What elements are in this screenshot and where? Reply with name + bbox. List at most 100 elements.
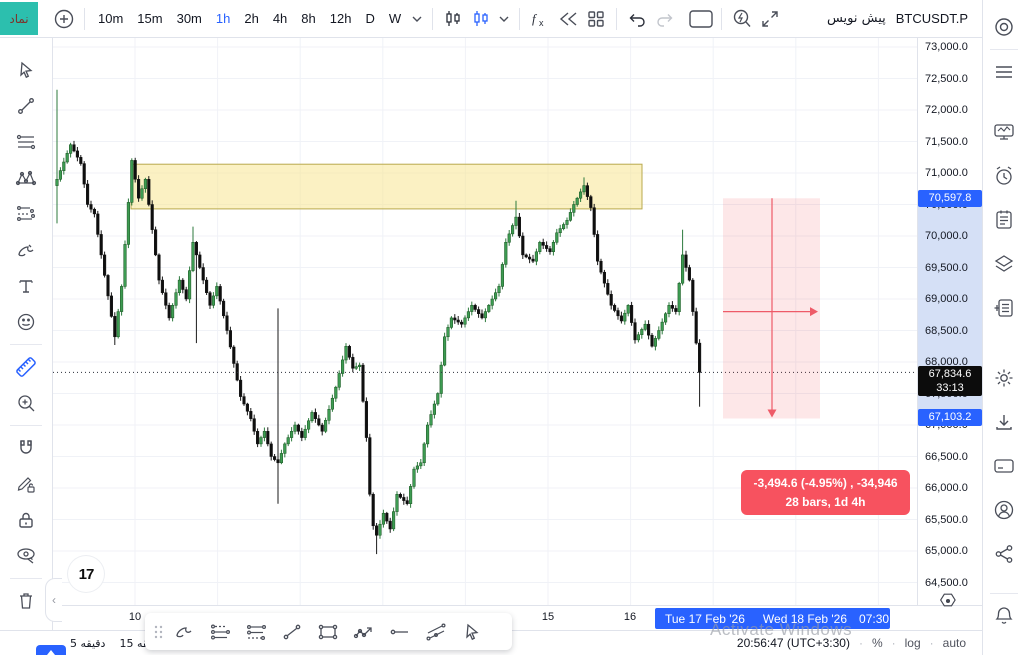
ruler-icon-active[interactable] [9,350,43,384]
fib-channel-icon[interactable] [203,617,237,647]
zoom-in-icon[interactable] [9,386,43,420]
replay-rewind-icon[interactable] [554,5,582,33]
magnet-icon[interactable] [9,431,43,465]
tf-15m[interactable]: 15m [137,10,163,26]
redo-icon[interactable] [651,5,679,33]
prediction-measure-icon[interactable] [9,197,43,231]
price-tick: 65,500.0 [925,513,968,526]
symbol-search-tab[interactable]: نماد [0,2,38,35]
time-tick: 15 [541,611,555,623]
menu-icon[interactable] [987,55,1021,89]
price-tick: 68,000.0 [925,356,968,368]
watchlist-eye-icon[interactable] [987,10,1021,44]
hide-all-icon[interactable] [9,539,43,573]
fib-retracement-icon[interactable] [9,125,43,159]
hollow-candles-icon[interactable] [467,5,495,33]
candles-icon[interactable] [439,5,467,33]
tf-2h[interactable]: 2h [244,10,259,26]
tf-30m[interactable]: 30m [176,10,202,26]
cursor-icon[interactable] [455,617,489,647]
divider [989,593,1018,594]
disjoint-channel-icon[interactable] [419,617,453,647]
journal-add-icon[interactable] [987,291,1021,325]
drawing-mode-lock-icon[interactable] [9,467,43,501]
horizontal-ray-icon[interactable] [383,617,417,647]
dot-sep: · [929,636,934,650]
plus-circle-icon[interactable] [50,5,78,33]
interval-chevron-icon[interactable] [408,5,426,33]
divider [10,578,42,579]
text-tool-icon[interactable] [9,269,43,303]
time-tick: 16 [623,611,637,623]
tf-8h[interactable]: 8h [301,10,316,26]
lock-all-icon[interactable] [9,503,43,537]
auto-scale-toggle[interactable]: auto [942,636,966,650]
rectangle-tool-icon[interactable] [687,5,715,33]
chart-pane[interactable]: -3,494.6 (-4.95%) , -34,946 28 bars, 1d … [53,38,917,605]
object-tree-layers-icon[interactable] [987,247,1021,281]
rectangle-icon[interactable] [311,617,345,647]
notifications-bell-icon[interactable] [987,599,1021,633]
undo-icon[interactable] [623,5,651,33]
measure-bars: 28 bars, 1d 4h [785,494,866,509]
parallel-lines-icon[interactable] [239,617,273,647]
price-tick: 69,500.0 [925,261,968,274]
style-chevron-icon[interactable] [495,5,513,33]
price-tick: 70,000.0 [925,230,968,242]
price-tick: 72,000.0 [925,104,968,116]
alert-clock-icon[interactable] [987,159,1021,193]
tf-10m[interactable]: 10m [98,10,124,26]
payments-card-icon[interactable] [987,449,1021,483]
download-icon[interactable] [987,405,1021,439]
price-tick: 66,000.0 [925,482,968,494]
publish-button[interactable] [36,645,66,655]
chart-canvas[interactable] [53,38,917,605]
brush-icon[interactable] [9,233,43,267]
log-scale-toggle[interactable]: log [904,636,921,650]
toolbar-collapse-handle[interactable]: ‹ [45,578,62,622]
layout-grid-icon[interactable] [582,5,610,33]
cursor-icon[interactable] [9,53,43,87]
tf-W[interactable]: W [388,10,402,26]
divider [519,7,521,30]
trend-line-icon[interactable] [275,617,309,647]
supply-zone [130,163,643,210]
emoji-icon[interactable] [9,305,43,339]
settings-gear-icon[interactable] [987,361,1021,395]
time-tick: 10 [128,611,142,623]
tf-4h[interactable]: 4h [272,10,288,26]
measure-from-price-label: 70,597.8 [918,190,982,208]
notes-icon[interactable] [987,203,1021,237]
screener-monitor-icon[interactable] [987,115,1021,149]
magnifier-flash-icon[interactable] [728,5,756,33]
divider [84,7,85,30]
xabcd-pattern-icon[interactable] [9,161,43,195]
drawing-toolbar [0,38,53,630]
symbol-title[interactable]: BTCUSDT.P [895,11,968,26]
brush-icon[interactable] [167,617,201,647]
account-person-icon[interactable] [987,493,1021,527]
quick-tf-5m[interactable]: 5 دقیقه [70,636,106,650]
tradingview-logo[interactable]: 17 [68,556,104,592]
tf-12h[interactable]: 12h [329,10,352,26]
trend-line-icon[interactable] [9,89,43,123]
price-tick: 69,000.0 [925,293,968,305]
draft-status-label: پیش نویس [826,11,886,26]
tf-1h[interactable]: 1h [215,10,231,26]
clock-label[interactable]: 20:56:47 (UTC+3:30) [736,636,850,650]
quick-order-hexagon-icon[interactable] [938,591,958,611]
share-nodes-icon[interactable] [987,537,1021,571]
price-axis[interactable]: 73,000.0 72,500.0 72,000.0 71,500.0 71,000.0… [917,38,983,607]
drag-handle[interactable] [151,617,165,647]
tf-D[interactable]: D [365,10,375,26]
measure-change: -3,494.6 (-4.95%) , -34,946 [753,475,898,490]
dot-sep: · [858,636,863,650]
last-price-label: 67,834.6 33:13 [918,366,982,397]
price-tick: 64,500.0 [925,576,968,589]
fullscreen-icon[interactable] [756,5,784,33]
remove-all-icon[interactable] [9,584,43,618]
zigzag-arrow-icon[interactable] [347,617,381,647]
percent-scale-toggle[interactable]: % [871,636,883,650]
last-price-value: 67,834.6 [928,368,972,381]
